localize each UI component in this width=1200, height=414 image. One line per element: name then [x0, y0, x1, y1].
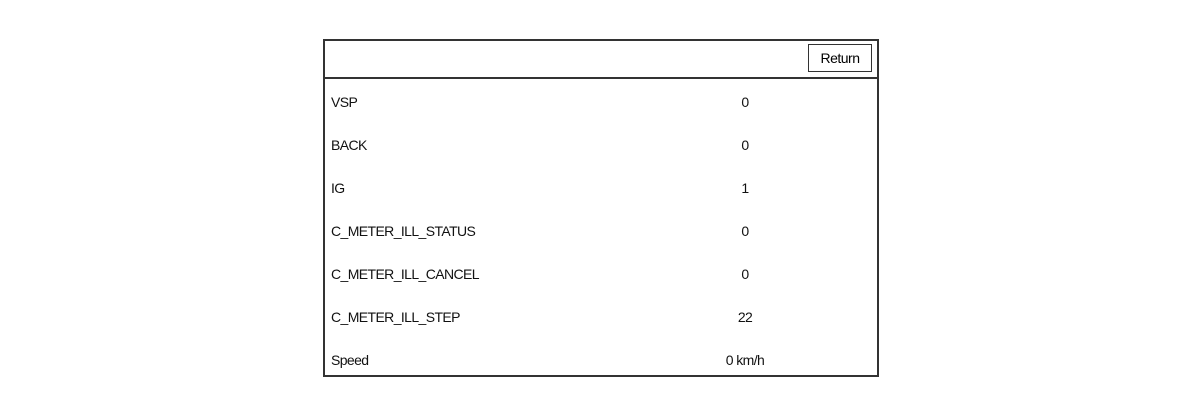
data-row: C_METER_ILL_STEP 22 — [325, 309, 877, 329]
row-value: 0 — [741, 94, 749, 110]
toolbar: Return — [325, 41, 877, 79]
row-value: 0 km/h — [725, 352, 765, 368]
row-value: 0 — [741, 223, 749, 239]
row-label: Speed — [331, 352, 369, 368]
data-row: IG 1 — [325, 180, 877, 200]
data-row: Speed 0 km/h — [325, 352, 877, 372]
row-value: 0 — [741, 137, 749, 153]
return-button[interactable]: Return — [808, 44, 872, 72]
row-label: C_METER_ILL_STATUS — [331, 223, 476, 239]
row-label: IG — [331, 180, 345, 196]
row-label: VSP — [331, 94, 358, 110]
data-row: BACK 0 — [325, 137, 877, 157]
panel: Return VSP 0 BACK 0 IG 1 C_METER_ILL_STATUS 0 C_… — [323, 39, 879, 377]
row-label: C_METER_ILL_STEP — [331, 309, 461, 325]
row-label: BACK — [331, 137, 367, 153]
data-row: VSP 0 — [325, 94, 877, 114]
data-row: C_METER_ILL_CANCEL 0 — [325, 266, 877, 286]
row-value: 1 — [741, 180, 749, 196]
data-row: C_METER_ILL_STATUS 0 — [325, 223, 877, 243]
row-value: 22 — [737, 309, 753, 325]
row-value: 0 — [741, 266, 749, 282]
row-label: C_METER_ILL_CANCEL — [331, 266, 480, 282]
